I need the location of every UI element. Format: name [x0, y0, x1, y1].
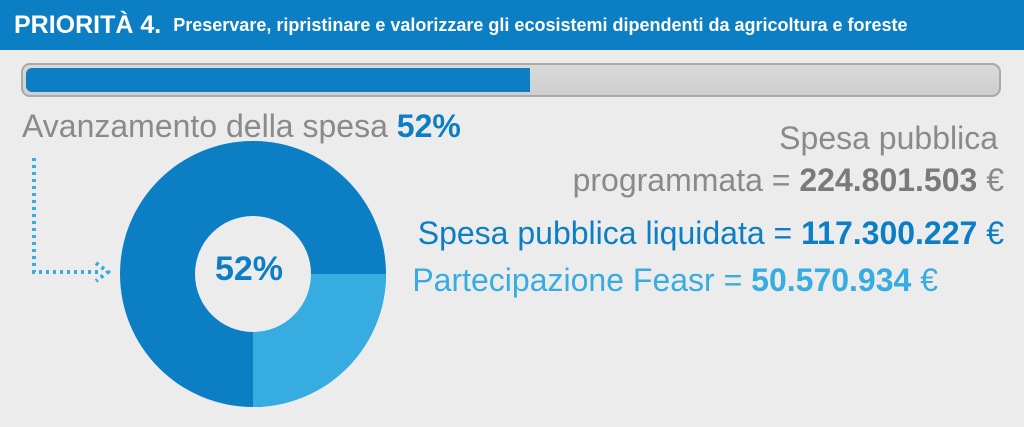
feasr-value: 50.570.934	[751, 262, 912, 298]
dotted-arrow-icon	[32, 158, 112, 283]
donut-hole	[195, 216, 311, 332]
liquidata-line: Spesa pubblica liquidata = 117.300.227 €	[418, 215, 1004, 252]
feasr-label: Partecipazione Feasr =	[412, 262, 743, 298]
donut-chart	[120, 141, 386, 407]
programmata-currency: €	[986, 162, 1004, 198]
feasr-line: Partecipazione Feasr = 50.570.934 €	[412, 262, 938, 299]
donut-center-label: 52%	[214, 250, 284, 288]
programmata-label: programmata =	[572, 162, 791, 198]
liquidata-value: 117.300.227	[801, 215, 978, 251]
feasr-currency: €	[920, 262, 938, 298]
programmata-value: 224.801.503	[799, 162, 978, 198]
header-bar: PRIORITÀ 4. Preservare, ripristinare e v…	[0, 0, 1024, 50]
advancement-percent: 52%	[396, 108, 461, 144]
progress-fill	[26, 68, 530, 92]
programmata-line1: Spesa pubblica	[779, 120, 998, 156]
priority-title: Preservare, ripristinare e valorizzare g…	[173, 14, 908, 35]
progress-bar	[21, 63, 1001, 97]
advancement-text: Avanzamento della spesa	[22, 108, 388, 144]
priority-label: PRIORITÀ 4.	[14, 10, 162, 39]
programmata-line2: programmata = 224.801.503 €	[573, 162, 1004, 199]
advancement-label: Avanzamento della spesa 52%	[22, 108, 461, 145]
liquidata-currency: €	[986, 215, 1004, 251]
liquidata-label: Spesa pubblica liquidata =	[417, 215, 793, 251]
